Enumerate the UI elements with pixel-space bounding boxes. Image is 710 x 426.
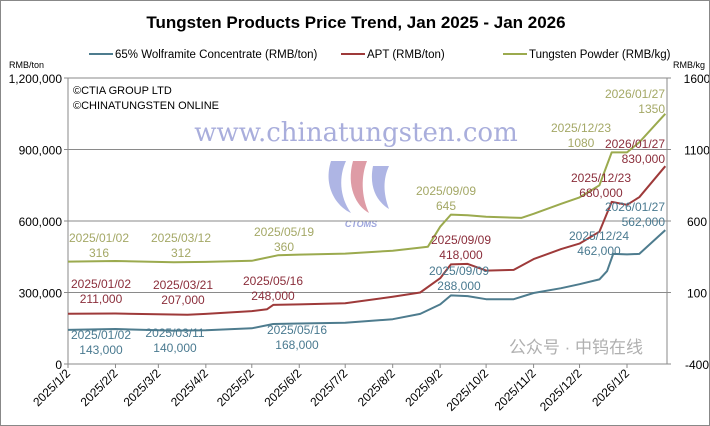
annotation-date: 2025/12/23 <box>551 121 611 135</box>
watermark: CTOMS www.chinatungsten.com 公众号 · 中钨在线 <box>194 118 643 357</box>
right-tick-label: -400 <box>685 358 709 372</box>
x-tick-label: 2025/5/2 <box>214 366 257 409</box>
annotation-date: 2025/12/24 <box>569 229 629 243</box>
annotation-date: 2025/01/02 <box>71 277 131 291</box>
chart-title: Tungsten Products Price Trend, Jan 2025 … <box>146 13 565 32</box>
legend-label: APT (RMB/ton) <box>367 49 445 61</box>
logo-mark <box>328 161 351 213</box>
x-tick-label: 2025/12/2 <box>537 366 585 414</box>
left-tick-label: 900,000 <box>19 144 63 158</box>
x-tick-label: 2026/1/2 <box>589 366 632 409</box>
annotation-date: 2025/03/21 <box>153 278 213 292</box>
x-tick-label: 2025/6/2 <box>261 366 304 409</box>
annotation-date: 2025/12/23 <box>571 171 631 185</box>
left-tick-label: 1,200,000 <box>9 72 63 86</box>
annotation-value: 211,000 <box>80 292 123 306</box>
left-axis-unit: RMB/ton <box>9 60 44 70</box>
annotation-value: 143,000 <box>79 343 123 357</box>
annotation-date: 2026/01/27 <box>605 87 665 101</box>
annotation-date: 2025/05/16 <box>243 274 303 288</box>
series-line-wolframite <box>67 229 666 332</box>
logo-text: CTOMS <box>345 219 377 229</box>
legend: 65% Wolframite Concentrate (RMB/ton) APT … <box>89 49 671 61</box>
annotation-value: 288,000 <box>437 279 481 293</box>
x-tick-label: 2025/10/2 <box>444 366 492 414</box>
x-tick-label: 2025/9/2 <box>402 366 445 409</box>
annotation-value: 248,000 <box>251 289 295 303</box>
x-tick-label: 2025/2/2 <box>78 366 121 409</box>
right-tick-label: 1600 <box>684 72 710 86</box>
annotation-date: 2025/09/09 <box>416 184 476 198</box>
series-line-tungsten-powder <box>67 113 667 264</box>
annotation-date: 2026/01/27 <box>605 200 665 214</box>
annotation-value: 680,000 <box>579 186 623 200</box>
left-tick-label: 300,000 <box>19 287 63 301</box>
annotation-value: 645 <box>436 199 456 213</box>
annotation-date: 2025/05/19 <box>254 225 314 239</box>
legend-label: Tungsten Powder (RMB/kg) <box>529 49 671 61</box>
annotation-date: 2026/01/27 <box>605 137 665 151</box>
annotation-date: 2025/09/09 <box>431 233 491 247</box>
legend-label: 65% Wolframite Concentrate (RMB/ton) <box>115 49 318 61</box>
annotation-value: 418,000 <box>439 248 483 262</box>
annotations: 2025/01/023162025/03/123122025/05/193602… <box>69 87 665 357</box>
annotation-date: 2025/09/09 <box>429 264 489 278</box>
x-tick-label: 2025/11/2 <box>492 366 539 413</box>
annotation-value: 168,000 <box>275 338 319 352</box>
right-tick-label: 100 <box>687 287 707 301</box>
logo-mark <box>371 166 389 209</box>
right-axis-unit: RMB/kg <box>673 60 705 70</box>
annotation-date: 2025/03/12 <box>151 231 211 245</box>
annotation-value: 1350 <box>638 102 665 116</box>
watermark-wechat: 公众号 · 中钨在线 <box>509 338 643 357</box>
annotation-value: 562,000 <box>622 215 666 229</box>
watermark-url: www.chinatungsten.com <box>194 118 517 148</box>
annotation-date: 2025/01/02 <box>71 328 131 342</box>
copyright-line-1: ©CTIA GROUP LTD <box>73 85 172 97</box>
x-tick-label: 2025/8/2 <box>355 366 398 409</box>
annotation-value: 207,000 <box>161 293 205 307</box>
annotation-date: 2025/05/16 <box>267 323 327 337</box>
x-tick-label: 2025/7/2 <box>307 366 350 409</box>
annotation-value: 312 <box>171 246 191 260</box>
copyright-line-2: ©CHINATUNGSTEN ONLINE <box>73 100 219 112</box>
series-lines <box>67 113 667 332</box>
series-line-apt <box>67 165 667 316</box>
annotation-value: 140,000 <box>153 341 197 355</box>
annotation-value: 316 <box>89 246 109 260</box>
left-tick-label: 600,000 <box>19 215 63 229</box>
gridlines <box>68 77 667 293</box>
annotation-value: 360 <box>274 240 294 254</box>
left-tick-label: 0 <box>55 358 62 372</box>
annotation-date: 2025/03/11 <box>145 326 204 340</box>
annotation-value: 1080 <box>568 136 595 150</box>
annotation-value: 830,000 <box>622 152 666 166</box>
x-tick-label: 2025/3/2 <box>121 366 164 409</box>
x-tick-label: 2025/1/2 <box>30 366 73 409</box>
annotation-value: 462,000 <box>577 244 621 258</box>
x-tick-label: 2025/4/2 <box>168 366 211 409</box>
right-tick-label: 1100 <box>684 144 710 158</box>
right-tick-label: 600 <box>687 215 707 229</box>
logo-mark <box>350 161 369 213</box>
annotation-date: 2025/01/02 <box>69 231 129 245</box>
